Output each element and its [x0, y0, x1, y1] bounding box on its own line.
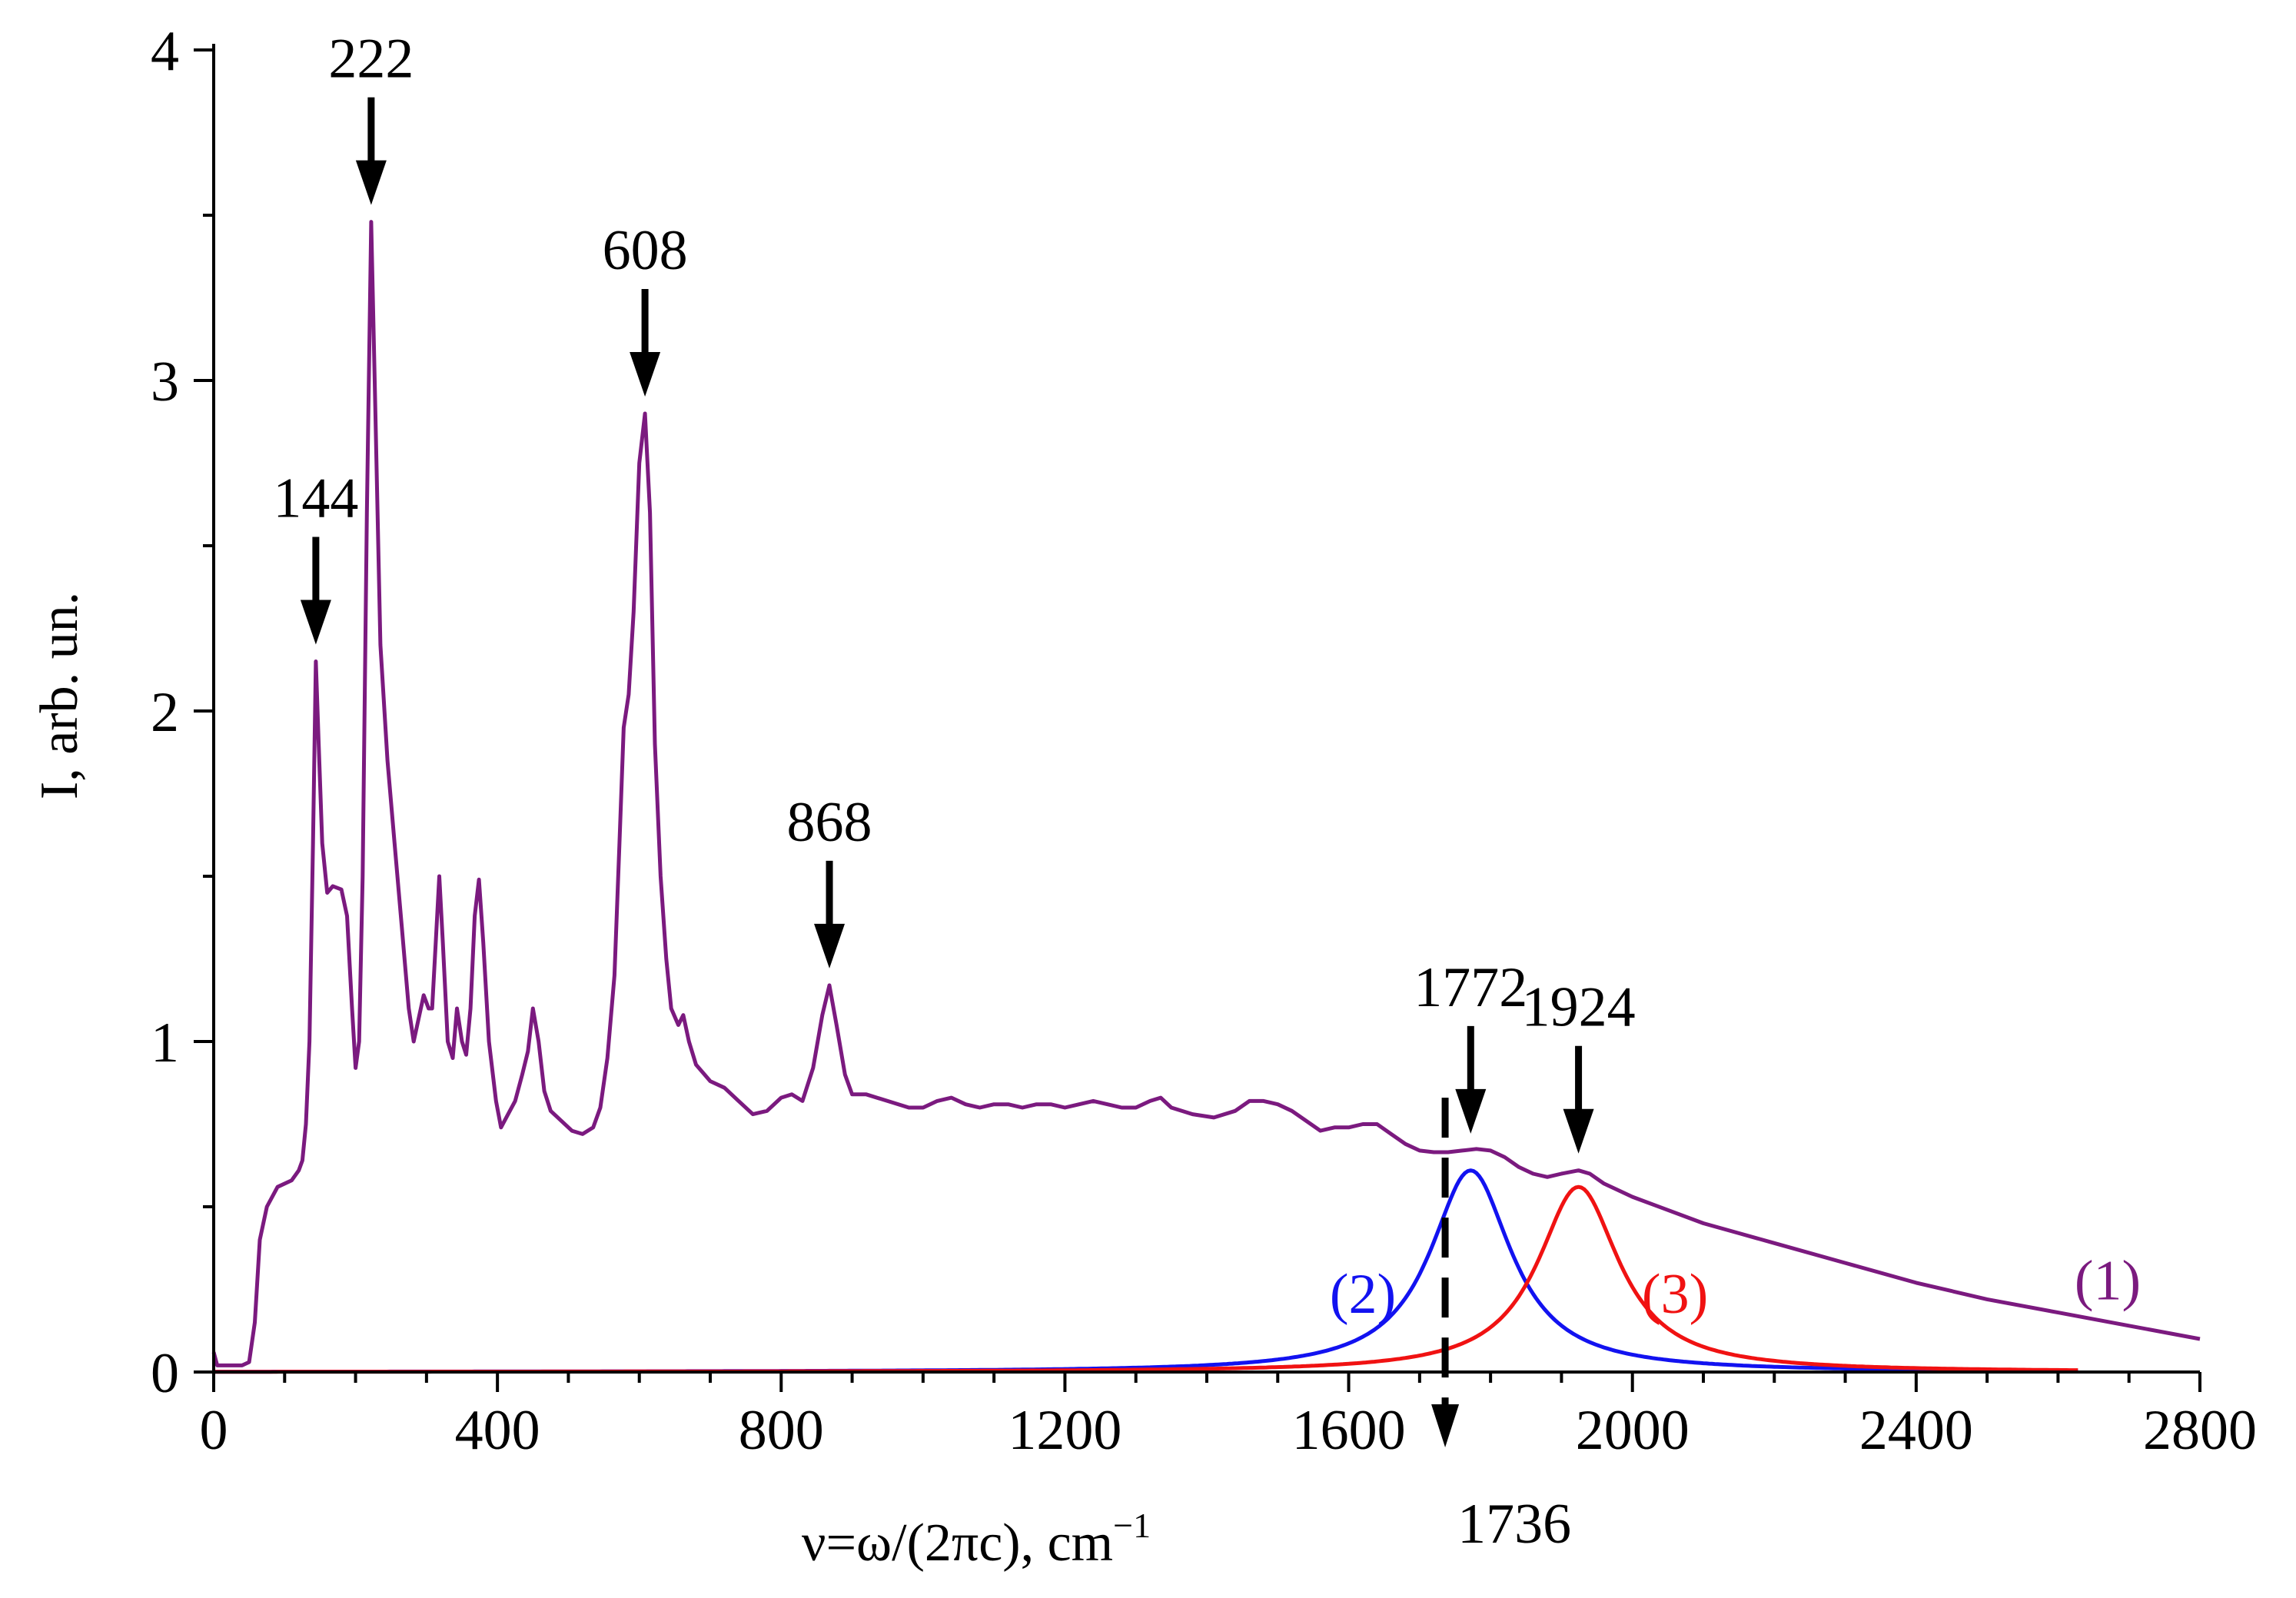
x-tick-label: 800	[739, 1399, 824, 1462]
x-axis-title: ν=ω/(2πc), cm−1	[802, 1506, 1151, 1573]
x-tick-label: 400	[455, 1399, 540, 1462]
x-tick-label: 2000	[1576, 1399, 1690, 1462]
annotation-arrow-head	[300, 600, 331, 645]
peak-label: 1772	[1414, 956, 1527, 1019]
annotation-arrow-head	[355, 160, 387, 205]
plot-area	[211, 220, 2201, 1374]
series-line-3	[214, 1184, 2078, 1374]
series-label: (2)	[1330, 1263, 1396, 1326]
x-tick-label: 0	[200, 1399, 228, 1462]
y-tick-label: 4	[151, 20, 179, 83]
peak-label: 1924	[1522, 976, 1636, 1039]
series-label: (3)	[1642, 1263, 1708, 1326]
x-tick-label: 2400	[1859, 1399, 1973, 1462]
x-axis-title-exponent: −1	[1113, 1506, 1151, 1545]
annotation-arrow-head	[1455, 1088, 1487, 1134]
axes: 0 400 800 1200 1600 2000 2400 2800 0 1 2 3 4	[151, 20, 2257, 1462]
annotation-arrow-head	[1431, 1404, 1460, 1447]
annotation-arrow-head	[630, 352, 661, 397]
x-tick-label: 1200	[1008, 1399, 1121, 1462]
y-axis-title: I, arb. un.	[30, 592, 89, 799]
y-tick-label: 2	[151, 681, 179, 744]
peak-label: 608	[603, 219, 688, 282]
y-tick-label: 3	[151, 350, 179, 414]
annotation-arrow-head	[814, 923, 846, 968]
series-label: (1)	[2075, 1250, 2141, 1313]
series-line-2	[214, 1168, 2078, 1374]
peak-label: 1736	[1457, 1493, 1571, 1556]
y-tick-label: 0	[151, 1342, 179, 1405]
y-tick-label: 1	[151, 1012, 179, 1075]
x-tick-label: 1600	[1292, 1399, 1406, 1462]
peak-label: 222	[328, 28, 414, 91]
series-line-1	[211, 220, 2201, 1367]
annotation-arrow-head	[1563, 1108, 1594, 1154]
x-tick-label: 2800	[2143, 1399, 2257, 1462]
x-axis-title-main: ν=ω/(2πc), cm	[802, 1513, 1113, 1573]
peak-label: 144	[273, 467, 358, 530]
peak-label: 868	[787, 791, 872, 854]
